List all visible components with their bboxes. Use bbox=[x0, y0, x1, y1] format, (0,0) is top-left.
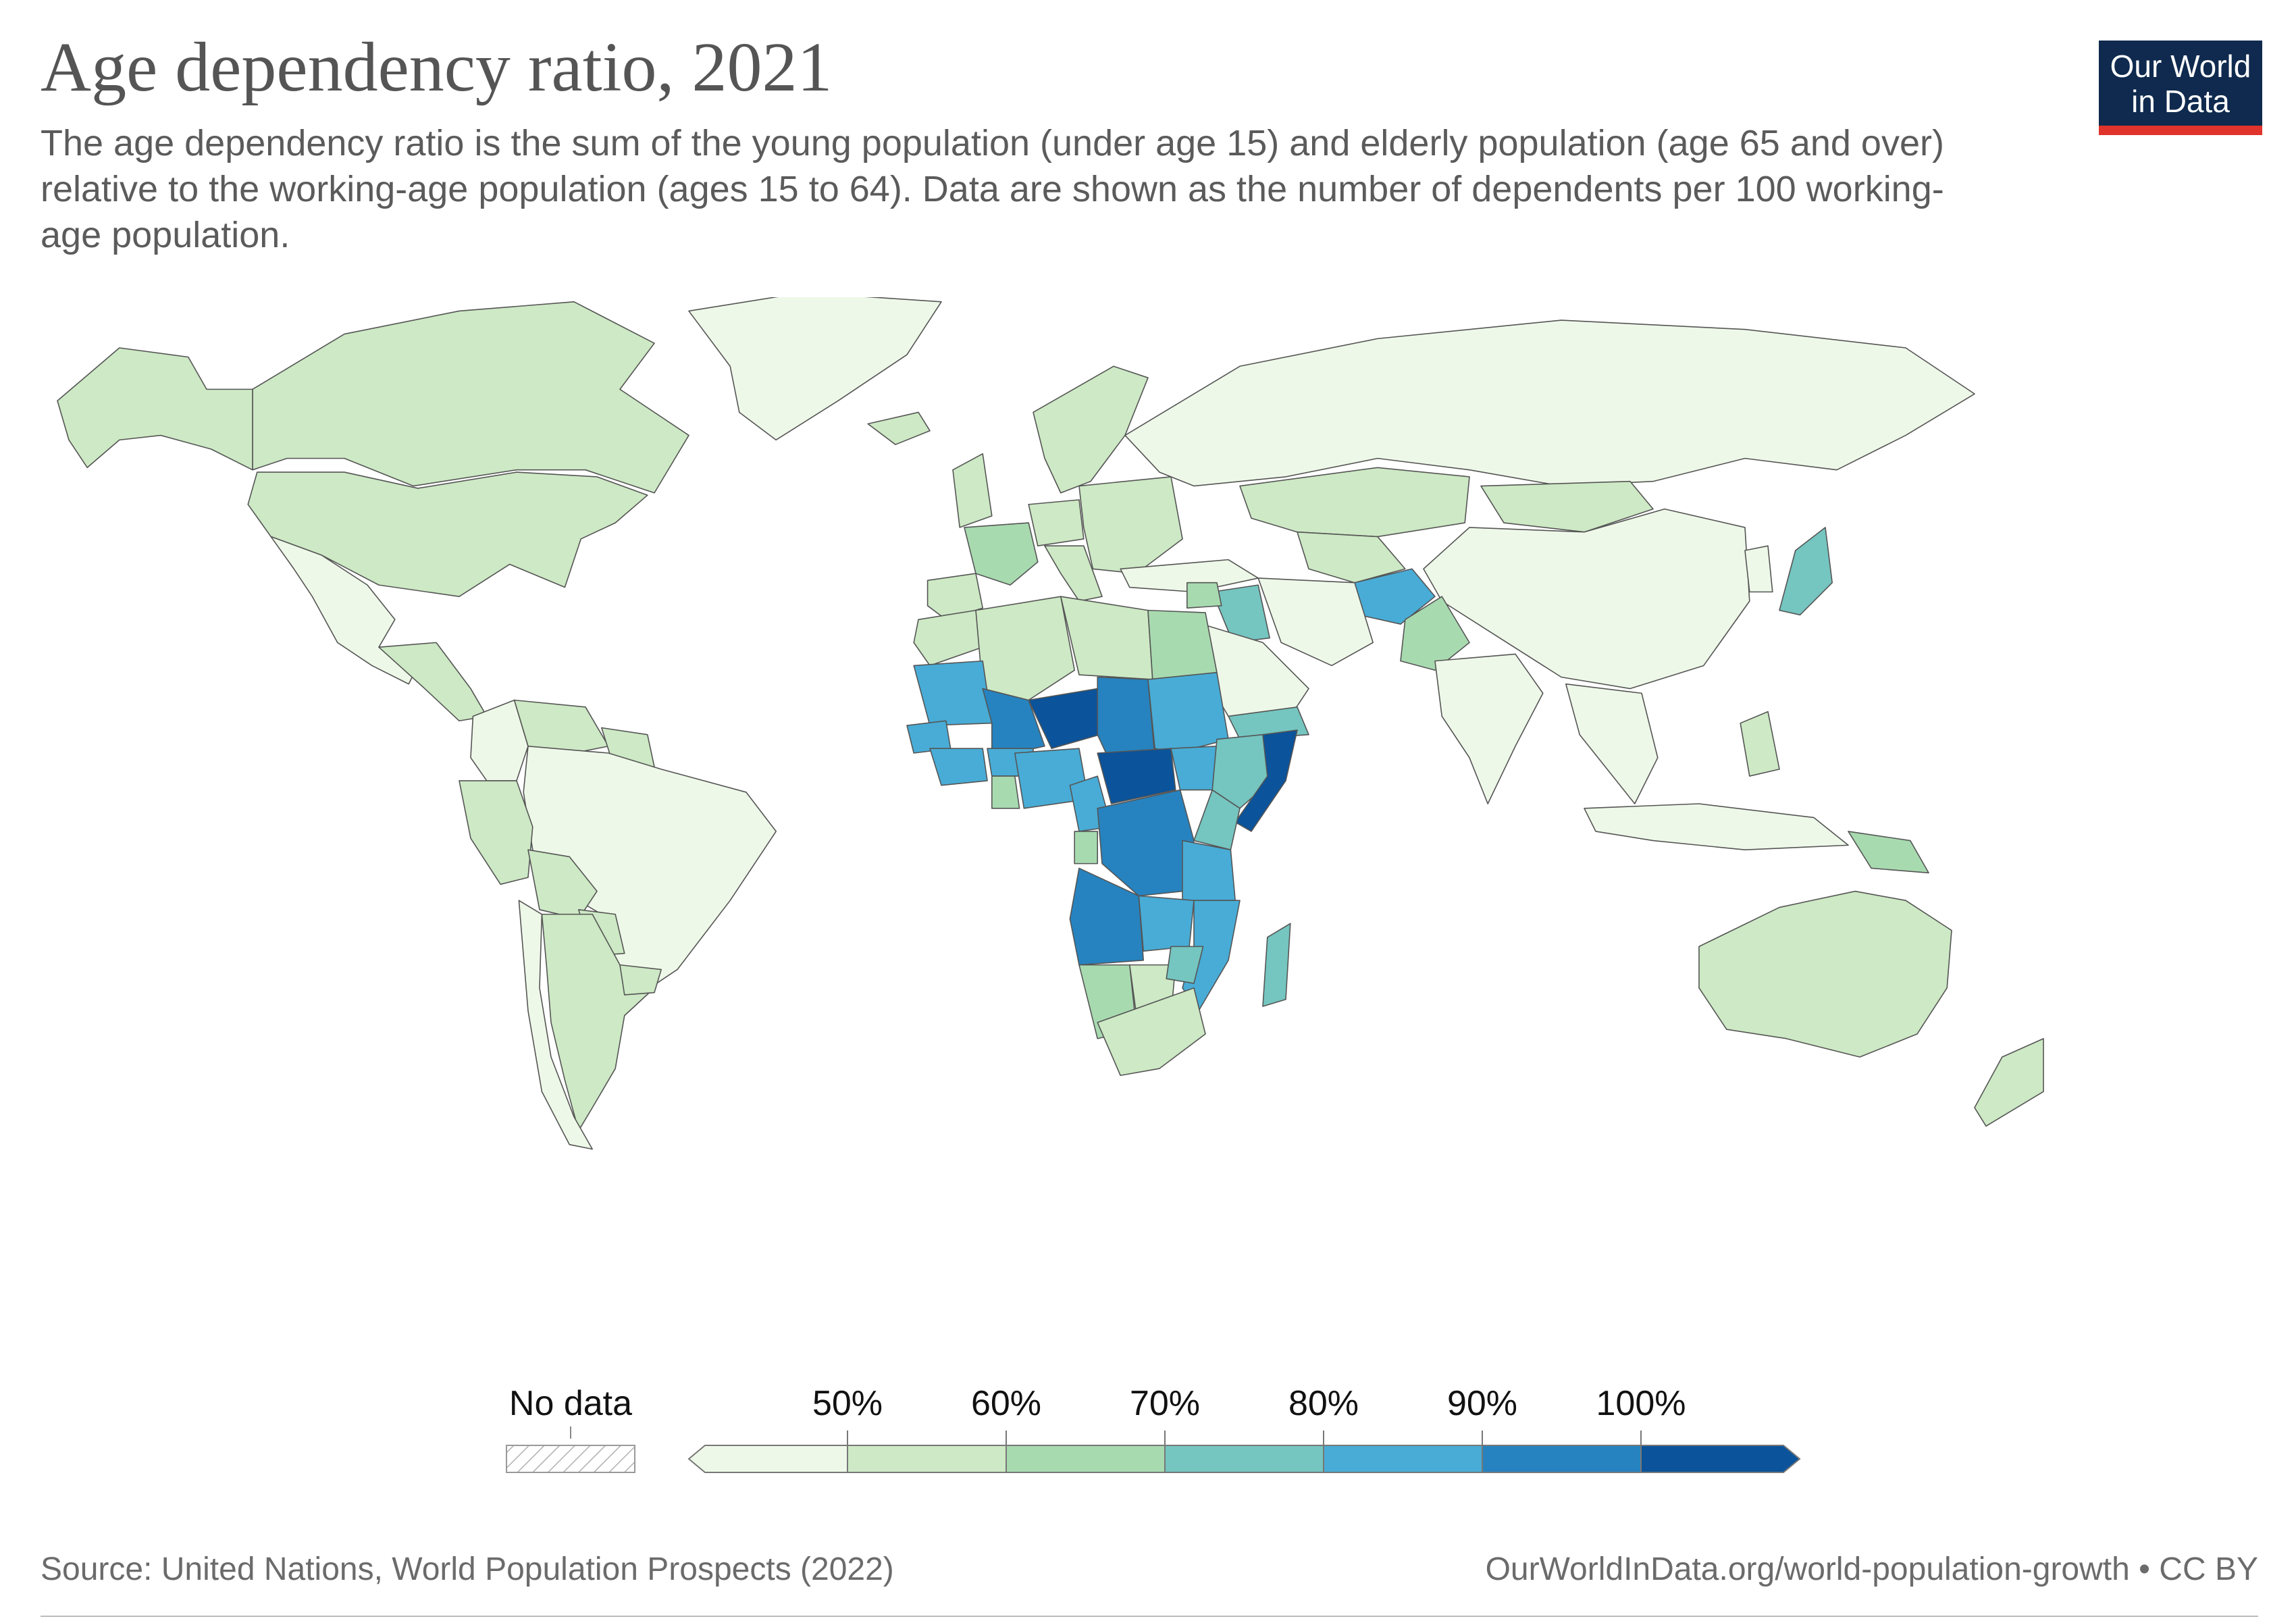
region-united-kingdom[interactable]: United Kingdom bbox=[953, 454, 992, 528]
region-angola[interactable]: Angola bbox=[1070, 868, 1143, 964]
region-indonesia[interactable]: Indonesia bbox=[1584, 804, 1848, 850]
legend-tick-label: 100% bbox=[1596, 1384, 1686, 1423]
region-central-asia[interactable]: Central Asia bbox=[1297, 532, 1405, 583]
region-china[interactable]: China bbox=[1424, 509, 1750, 689]
region-iraq[interactable]: Iraq bbox=[1212, 585, 1270, 642]
region-zimbabwe[interactable]: Zimbabwe bbox=[1166, 946, 1203, 983]
legend-bin-6[interactable] bbox=[1482, 1445, 1642, 1473]
region-canada[interactable]: Canada bbox=[253, 302, 689, 493]
source-note: Source: United Nations, World Population… bbox=[41, 1551, 894, 1587]
region-chile[interactable]: Chile bbox=[519, 900, 592, 1149]
region-somalia[interactable]: Somalia bbox=[1235, 730, 1297, 831]
region-pakistan[interactable]: Pakistan bbox=[1401, 596, 1469, 670]
footer-separator: • bbox=[2129, 1551, 2160, 1587]
legend-tick-label: 90% bbox=[1447, 1384, 1517, 1423]
no-data-swatch[interactable] bbox=[506, 1445, 635, 1473]
region-new-zealand[interactable]: New Zealand bbox=[1975, 1039, 2043, 1127]
legend-tick-label: 70% bbox=[1130, 1384, 1200, 1423]
region-libya[interactable]: Libya bbox=[1061, 596, 1153, 679]
region-philippines[interactable]: Philippines bbox=[1740, 712, 1779, 776]
region-egypt[interactable]: Egypt bbox=[1148, 611, 1217, 679]
logo-line-2: in Data bbox=[2131, 84, 2230, 119]
region-southeast-asia[interactable]: Southeast Asia bbox=[1566, 684, 1658, 804]
region-iran[interactable]: Iran bbox=[1258, 578, 1373, 666]
chart-subtitle: The age dependency ratio is the sum of t… bbox=[41, 123, 1944, 255]
region-ghana[interactable]: Ghana bbox=[992, 776, 1020, 808]
owid-logo[interactable]: Our World in Data bbox=[2099, 41, 2262, 135]
region-papua-new-guinea[interactable]: Papua New Guinea bbox=[1848, 831, 1929, 873]
region-algeria[interactable]: Algeria bbox=[976, 596, 1074, 700]
world-map: CanadaAlaskaGreenlandUnited StatesMexico… bbox=[0, 297, 2296, 1310]
region-france[interactable]: France bbox=[964, 523, 1038, 585]
legend-bin-4[interactable] bbox=[1164, 1445, 1324, 1473]
region-australia[interactable]: Australia bbox=[1699, 892, 1952, 1057]
region-south-africa[interactable]: South Africa bbox=[1097, 988, 1205, 1076]
legend-bin-1[interactable] bbox=[687, 1445, 848, 1473]
chart-title: Age dependency ratio, 2021 bbox=[41, 28, 833, 106]
region-scandinavia[interactable]: Scandinavia bbox=[1033, 366, 1148, 493]
legend-bin-2[interactable] bbox=[847, 1445, 1007, 1473]
legend-bin-3[interactable] bbox=[1006, 1445, 1166, 1473]
no-data-label: No data bbox=[509, 1384, 632, 1423]
region-central-african-republic[interactable]: Central African Republic bbox=[1097, 748, 1176, 804]
bottom-divider bbox=[41, 1616, 2258, 1617]
region-alaska[interactable]: Alaska bbox=[57, 348, 253, 470]
region-iceland[interactable]: Iceland bbox=[868, 412, 930, 444]
region-syria[interactable]: Syria bbox=[1187, 583, 1222, 609]
legend-tick-label: 80% bbox=[1288, 1384, 1359, 1423]
region-sudan[interactable]: Sudan bbox=[1148, 673, 1228, 753]
license-link[interactable]: CC BY bbox=[2159, 1551, 2258, 1587]
legend-tick-label: 60% bbox=[971, 1384, 1041, 1423]
region-madagascar[interactable]: Madagascar bbox=[1263, 923, 1290, 1006]
region-india[interactable]: India bbox=[1435, 654, 1543, 804]
region-greenland[interactable]: Greenland bbox=[689, 297, 941, 440]
source-url-link[interactable]: OurWorldInData.org/world-population-grow… bbox=[1485, 1551, 2130, 1587]
footer-attribution: OurWorldInData.org/world-population-grow… bbox=[1486, 1551, 2258, 1588]
region-bolivia[interactable]: Bolivia bbox=[528, 850, 597, 919]
map-regions: CanadaAlaskaGreenlandUnited StatesMexico… bbox=[57, 297, 2043, 1149]
logo-line-1: Our World bbox=[2110, 49, 2251, 84]
legend-tick-label: 50% bbox=[812, 1384, 883, 1423]
legend-ticks: 50% 60% 70% 80% 90% 100% bbox=[812, 1384, 1686, 1472]
region-mauritania[interactable]: Mauritania bbox=[914, 661, 992, 725]
region-italy[interactable]: Italy bbox=[1045, 546, 1102, 601]
region-mongolia[interactable]: Mongolia bbox=[1481, 482, 1653, 532]
region-morocco[interactable]: Morocco bbox=[914, 611, 983, 666]
region-uruguay[interactable]: Uruguay bbox=[620, 965, 661, 995]
region-tanzania[interactable]: Tanzania bbox=[1182, 841, 1235, 901]
region-korea[interactable]: Korea bbox=[1745, 546, 1773, 592]
region-guinea[interactable]: Guinea bbox=[930, 748, 987, 786]
color-legend: No data 50% 60% 70% 80% 90% 100% bbox=[506, 1384, 1801, 1473]
region-japan[interactable]: Japan bbox=[1779, 528, 1832, 615]
region-zambia[interactable]: Zambia bbox=[1139, 896, 1194, 951]
legend-bin-5[interactable] bbox=[1323, 1445, 1483, 1473]
legend-bin-7[interactable] bbox=[1640, 1445, 1801, 1473]
region-eastern-europe[interactable]: Eastern Europe bbox=[1079, 477, 1182, 573]
region-peru[interactable]: Peru bbox=[459, 781, 533, 884]
region-kazakhstan[interactable]: Kazakhstan bbox=[1240, 467, 1469, 536]
region-russia[interactable]: Russia bbox=[1125, 320, 1975, 486]
region-gabon[interactable]: Gabon bbox=[1074, 831, 1097, 864]
legend-bins bbox=[687, 1445, 1801, 1473]
region-central-america[interactable]: Central America bbox=[379, 642, 487, 721]
region-dr-congo[interactable]: DR Congo bbox=[1097, 790, 1194, 896]
region-turkey[interactable]: Turkey bbox=[1120, 560, 1258, 592]
region-germany[interactable]: Germany bbox=[1028, 500, 1084, 546]
region-argentina[interactable]: Argentina bbox=[542, 915, 654, 1131]
